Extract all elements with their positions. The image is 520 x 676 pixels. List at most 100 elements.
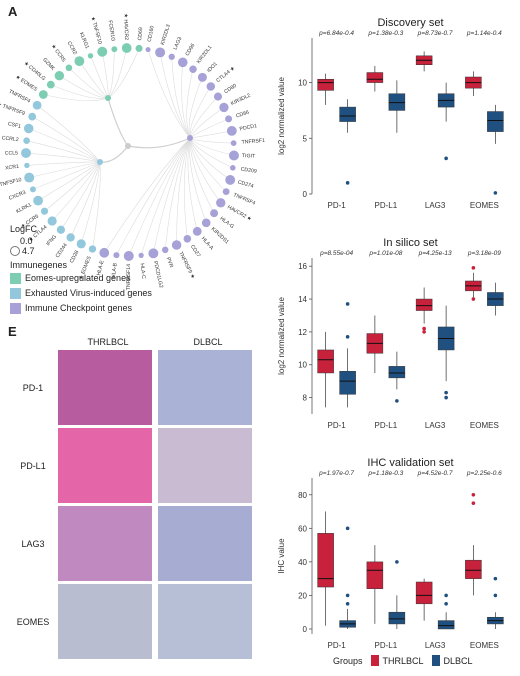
y-axis-label: IHC value: [277, 538, 286, 574]
network-edge: [188, 77, 203, 139]
network-edge: [99, 145, 129, 163]
network-edge: [128, 137, 191, 257]
gene-label: KIR3DL2: [230, 93, 252, 107]
gene-label: CD80: [223, 83, 238, 95]
box-body: [366, 72, 384, 83]
network-edge: [26, 161, 101, 166]
p-value-label: p=1.18e-0.3: [367, 470, 403, 477]
gene-node: [121, 43, 132, 53]
box-dlbcl: [437, 82, 455, 161]
outlier-point: [422, 330, 426, 334]
network-edge: [28, 128, 101, 163]
gene-label: PDCD1: [239, 123, 258, 132]
network-edge: [189, 137, 233, 169]
ihc-image-thrlbcl-eomes: [57, 584, 152, 659]
dlbcl-swatch-icon: [431, 655, 440, 666]
p-value-label: p=4.25e-13: [418, 250, 452, 257]
gene-node: [23, 137, 30, 144]
ihc-row: PD-1: [8, 350, 258, 425]
gene-label: HLA-C: [139, 263, 147, 279]
box-dlbcl: [437, 305, 455, 400]
box-plot-discovery: Discovery set 0 5 10 log2 normalized value PD…: [272, 4, 517, 222]
outlier-point: [471, 492, 476, 497]
network-edge: [171, 56, 191, 139]
network-edge: [159, 52, 191, 139]
column-header-dlbcl: DLBCL: [193, 337, 223, 347]
gene-node: [148, 248, 159, 259]
category-hub-node: [187, 135, 193, 141]
legend-item-checkpoint: Immune Checkpoint genes: [10, 303, 152, 315]
gene-node: [201, 218, 211, 228]
gene-node: [76, 239, 86, 249]
gene-label: HLA-A: [200, 236, 215, 252]
y-tick-label: 5: [303, 134, 308, 143]
box-thrlbcl: [465, 492, 482, 596]
gene-node: [171, 240, 182, 250]
ihc-image-dlbcl-pd1: [157, 350, 252, 425]
legend-item-exhausted: Exhausted Virus-induced genes: [10, 288, 152, 300]
outlier-point: [493, 576, 498, 581]
network-edge: [187, 137, 198, 232]
gene-node: [38, 90, 48, 99]
network-edge: [80, 161, 101, 244]
box-dlbcl: [339, 526, 356, 629]
gene-node: [228, 150, 239, 161]
gene-node: [226, 125, 237, 136]
ihc-image-grid: THRLBCL DLBCL PD-1 PD-L1 LAG3 EOMES: [8, 337, 258, 662]
p-value-label: p=8.73e-0.7: [417, 30, 453, 37]
network-edge: [189, 137, 231, 181]
gene-node: [219, 102, 229, 113]
x-tick-label: PD-1: [328, 641, 347, 650]
network-edge: [189, 137, 221, 203]
network-edge: [189, 130, 232, 139]
ihc-image-dlbcl-eomes: [157, 584, 252, 659]
outlier-point: [444, 390, 448, 395]
ihc-row: EOMES: [8, 584, 258, 659]
gene-label: XCR1: [5, 164, 20, 172]
network-edge: [189, 137, 235, 156]
gene-node: [222, 188, 230, 196]
network-edge: [60, 161, 101, 230]
gene-label: HLA-G: [219, 216, 235, 230]
box-body: [415, 581, 433, 605]
box-dlbcl: [388, 560, 406, 629]
gene-label: ★ TNFSF10: [89, 16, 102, 45]
p-value-label: p=3.18e-09: [467, 250, 501, 257]
box-body: [339, 371, 356, 395]
y-tick-label: 20: [298, 591, 307, 600]
gene-node: [24, 172, 35, 183]
p-value-label: p=6.84e-0.4: [318, 30, 354, 37]
gene-node: [113, 252, 120, 259]
network-edge: [44, 161, 101, 212]
gene-label: ★ TNFRSF9: [0, 101, 26, 117]
gene-node: [162, 246, 169, 254]
column-header-thrlbcl: THRLBCL: [87, 337, 129, 347]
box-body: [339, 106, 356, 122]
gene-label: IDO1: [206, 61, 219, 74]
gene-node: [66, 233, 75, 242]
gene-node: [87, 53, 94, 59]
gene-node: [210, 209, 219, 218]
ihc-row-label: LAG3: [21, 538, 45, 549]
y-tick-label: 0: [303, 190, 308, 199]
network-edge: [104, 137, 191, 253]
gene-label: KIR2DL1: [196, 44, 214, 64]
outlier-point: [444, 395, 448, 400]
network-edge: [189, 86, 212, 139]
outlier-point: [345, 526, 350, 531]
p-value-label: p=1.01e-08: [368, 250, 402, 257]
gene-node: [138, 252, 144, 259]
gene-label: TNFRSF4: [8, 89, 32, 105]
box-body: [317, 78, 334, 91]
outlier-point: [471, 297, 476, 301]
gene-node: [177, 57, 188, 68]
box-thrlbcl: [465, 266, 482, 301]
network-edge: [127, 137, 191, 149]
x-tick-label: LAG3: [425, 421, 446, 430]
box-body: [388, 366, 406, 379]
groups-legend-dlbcl: DLBCL: [443, 655, 473, 666]
network-edge: [183, 137, 191, 239]
box-body: [317, 533, 334, 588]
p-value-label: p=1.38e-0.3: [367, 30, 403, 37]
